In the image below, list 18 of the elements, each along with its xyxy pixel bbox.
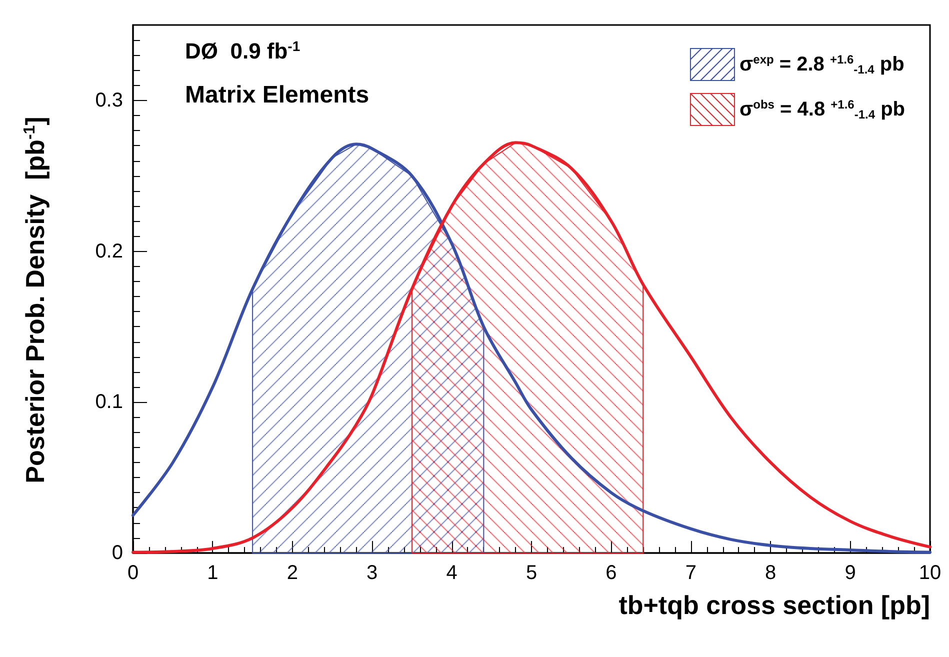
x-tick-label: 9: [844, 562, 856, 584]
x-tick-label: 6: [606, 562, 617, 584]
x-tick-label: 1: [207, 562, 218, 584]
x-tick-label: 2: [286, 562, 298, 584]
x-tick-label: 0: [127, 562, 139, 584]
x-tick-label: 7: [685, 562, 696, 584]
x-tick-label: 8: [765, 562, 776, 584]
y-tick-label: 0.2: [95, 240, 123, 262]
y-tick-label: 0.1: [95, 391, 123, 414]
y-axis-title: Posterior Prob. Density [pb-1]: [20, 116, 50, 484]
x-axis-title: tb+tqb cross section [pb]: [618, 590, 930, 620]
x-tick-label: 5: [526, 562, 538, 584]
x-tick-label: 4: [446, 562, 458, 584]
annotation: Matrix Elements: [185, 82, 370, 108]
x-tick-label: 3: [366, 562, 378, 584]
y-tick-label: 0.3: [95, 89, 123, 112]
x-tick-label: 10: [918, 562, 942, 584]
y-tick-label: 0: [112, 542, 123, 564]
